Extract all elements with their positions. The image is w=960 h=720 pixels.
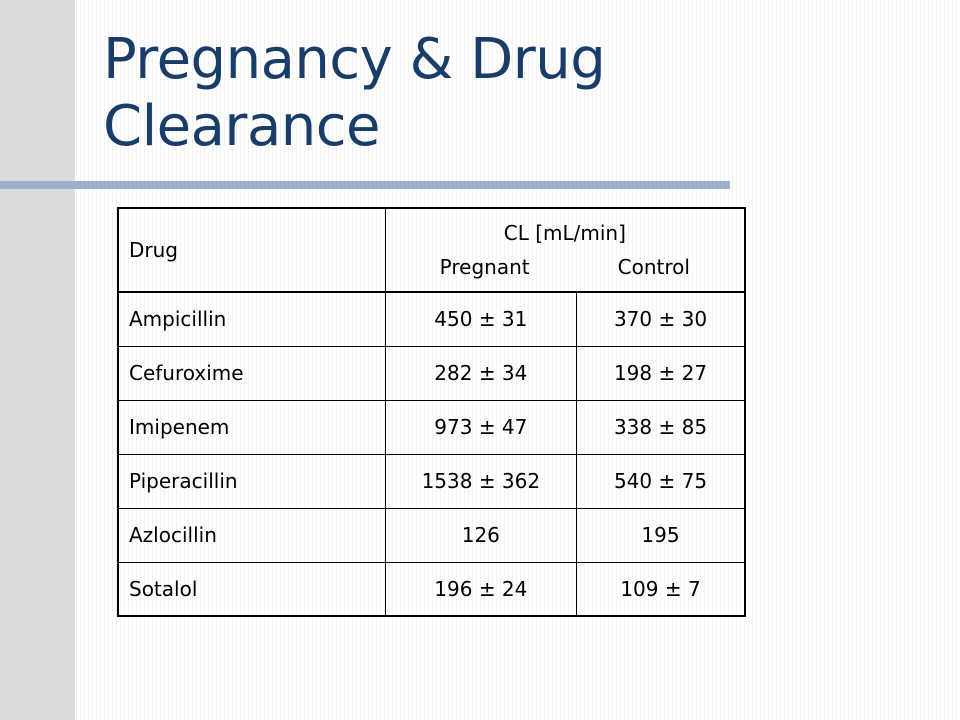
clearance-table: Drug CL [mL/min] Pregnant Control Ampici… bbox=[117, 207, 746, 617]
table-header-row: Drug CL [mL/min] Pregnant Control bbox=[117, 207, 746, 293]
control-value-cell: 109 ± 7 bbox=[576, 561, 746, 617]
table-row: Ampicillin 450 ± 31 370 ± 30 bbox=[117, 291, 746, 347]
control-value-cell: 370 ± 30 bbox=[576, 291, 746, 347]
pregnant-value-cell: 126 bbox=[384, 507, 578, 563]
header-clearance: CL [mL/min] Pregnant Control bbox=[384, 207, 746, 293]
control-value-cell: 198 ± 27 bbox=[576, 345, 746, 401]
header-drug: Drug bbox=[117, 207, 386, 293]
header-cl-unit: CL [mL/min] bbox=[503, 221, 626, 245]
slide-title-line-2: Clearance bbox=[103, 94, 381, 159]
table-row: Piperacillin 1538 ± 362 540 ± 75 bbox=[117, 453, 746, 509]
control-value-cell: 540 ± 75 bbox=[576, 453, 746, 509]
header-pregnant: Pregnant bbox=[439, 255, 530, 279]
drug-name-cell: Cefuroxime bbox=[117, 345, 386, 401]
header-control: Control bbox=[617, 255, 690, 279]
pregnant-value-cell: 973 ± 47 bbox=[384, 399, 578, 455]
table-row: Imipenem 973 ± 47 338 ± 85 bbox=[117, 399, 746, 455]
pregnant-value-cell: 1538 ± 362 bbox=[384, 453, 578, 509]
drug-name-cell: Ampicillin bbox=[117, 291, 386, 347]
header-subgroups: Pregnant Control bbox=[396, 250, 734, 284]
slide-title: Pregnancy & Drug Clearance bbox=[103, 26, 606, 160]
drug-name-cell: Sotalol bbox=[117, 561, 386, 617]
table-row: Sotalol 196 ± 24 109 ± 7 bbox=[117, 561, 746, 617]
pregnant-value-cell: 450 ± 31 bbox=[384, 291, 578, 347]
drug-name-cell: Piperacillin bbox=[117, 453, 386, 509]
slide-title-line-1: Pregnancy & Drug bbox=[103, 27, 606, 92]
drug-name-cell: Azlocillin bbox=[117, 507, 386, 563]
title-divider-rule bbox=[0, 181, 730, 189]
table-row: Azlocillin 126 195 bbox=[117, 507, 746, 563]
pregnant-value-cell: 196 ± 24 bbox=[384, 561, 578, 617]
left-decorative-band bbox=[0, 0, 75, 720]
table-row: Cefuroxime 282 ± 34 198 ± 27 bbox=[117, 345, 746, 401]
control-value-cell: 195 bbox=[576, 507, 746, 563]
drug-name-cell: Imipenem bbox=[117, 399, 386, 455]
control-value-cell: 338 ± 85 bbox=[576, 399, 746, 455]
pregnant-value-cell: 282 ± 34 bbox=[384, 345, 578, 401]
